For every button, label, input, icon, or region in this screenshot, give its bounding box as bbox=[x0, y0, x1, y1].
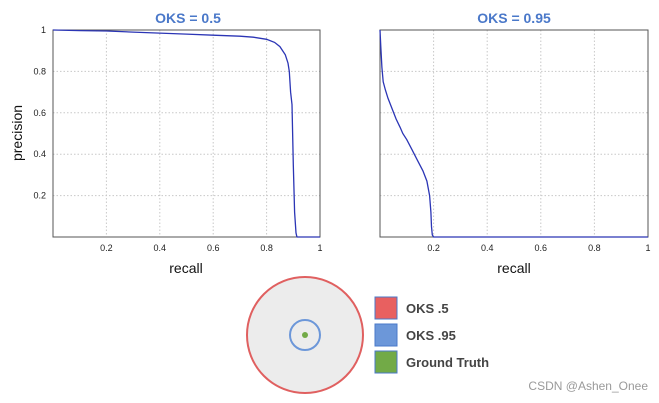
plot-oks-0.5: OKS = 0.5 0.2 0.4 0.6 0.8 1 0.2 0.4 0.6 0.8 1 re… bbox=[9, 10, 323, 276]
watermark: CSDN @Ashen_Onee bbox=[528, 379, 648, 393]
x-tick-labels: 0.2 0.4 0.6 0.8 1 bbox=[100, 243, 322, 253]
x-tick-label: 0.6 bbox=[535, 243, 548, 253]
y-tick-label: 0.6 bbox=[33, 108, 46, 118]
ground-truth-dot bbox=[302, 332, 308, 338]
x-axis-label: recall bbox=[169, 260, 202, 276]
pr-curve-layer bbox=[379, 29, 648, 238]
x-tick-label: 1 bbox=[317, 243, 322, 253]
x-tick-label: 0.6 bbox=[207, 243, 220, 253]
y-tick-label: 0.8 bbox=[33, 66, 46, 76]
x-tick-label: 0.8 bbox=[588, 243, 601, 253]
legend: OKS .5 OKS .95 Ground Truth bbox=[374, 296, 489, 374]
y-axis-label: precision bbox=[9, 105, 25, 161]
x-tick-label: 0.8 bbox=[260, 243, 273, 253]
y-tick-labels: 0.2 0.4 0.6 0.8 1 bbox=[33, 25, 46, 201]
legend-swatch-oks-0.5 bbox=[374, 296, 398, 320]
x-tick-label: 0.4 bbox=[481, 243, 494, 253]
legend-label-oks-0.95: OKS .95 bbox=[406, 328, 456, 343]
x-tick-labels: 0.2 0.4 0.6 0.8 1 bbox=[427, 243, 650, 253]
plot-oks-0.95: OKS = 0.95 0.2 0.4 0.6 0.8 1 recall bbox=[379, 10, 651, 276]
pr-curve-line bbox=[379, 29, 648, 238]
oks-diagram bbox=[246, 276, 364, 394]
legend-label-ground-truth: Ground Truth bbox=[406, 355, 489, 370]
x-axis-label: recall bbox=[497, 260, 530, 276]
x-tick-label: 0.4 bbox=[154, 243, 167, 253]
pr-curve-layer bbox=[52, 29, 320, 238]
legend-label-oks-0.5: OKS .5 bbox=[406, 301, 449, 316]
plot-frame bbox=[52, 29, 321, 238]
pr-curve-line bbox=[52, 29, 320, 238]
grid-layer bbox=[380, 29, 649, 237]
x-tick-label: 1 bbox=[645, 243, 650, 253]
y-tick-label: 0.4 bbox=[33, 149, 46, 159]
inner-ring-oks-0.95 bbox=[289, 319, 321, 351]
y-tick-label: 1 bbox=[41, 25, 46, 35]
x-tick-label: 0.2 bbox=[100, 243, 113, 253]
plot-title: OKS = 0.95 bbox=[477, 10, 551, 26]
plot-frame bbox=[379, 29, 649, 238]
legend-swatch-oks-0.95 bbox=[374, 323, 398, 347]
y-tick-label: 0.2 bbox=[33, 191, 46, 201]
plot-title: OKS = 0.5 bbox=[155, 10, 221, 26]
legend-swatch-ground-truth bbox=[374, 350, 398, 374]
x-tick-label: 0.2 bbox=[427, 243, 440, 253]
grid-layer bbox=[53, 29, 321, 237]
